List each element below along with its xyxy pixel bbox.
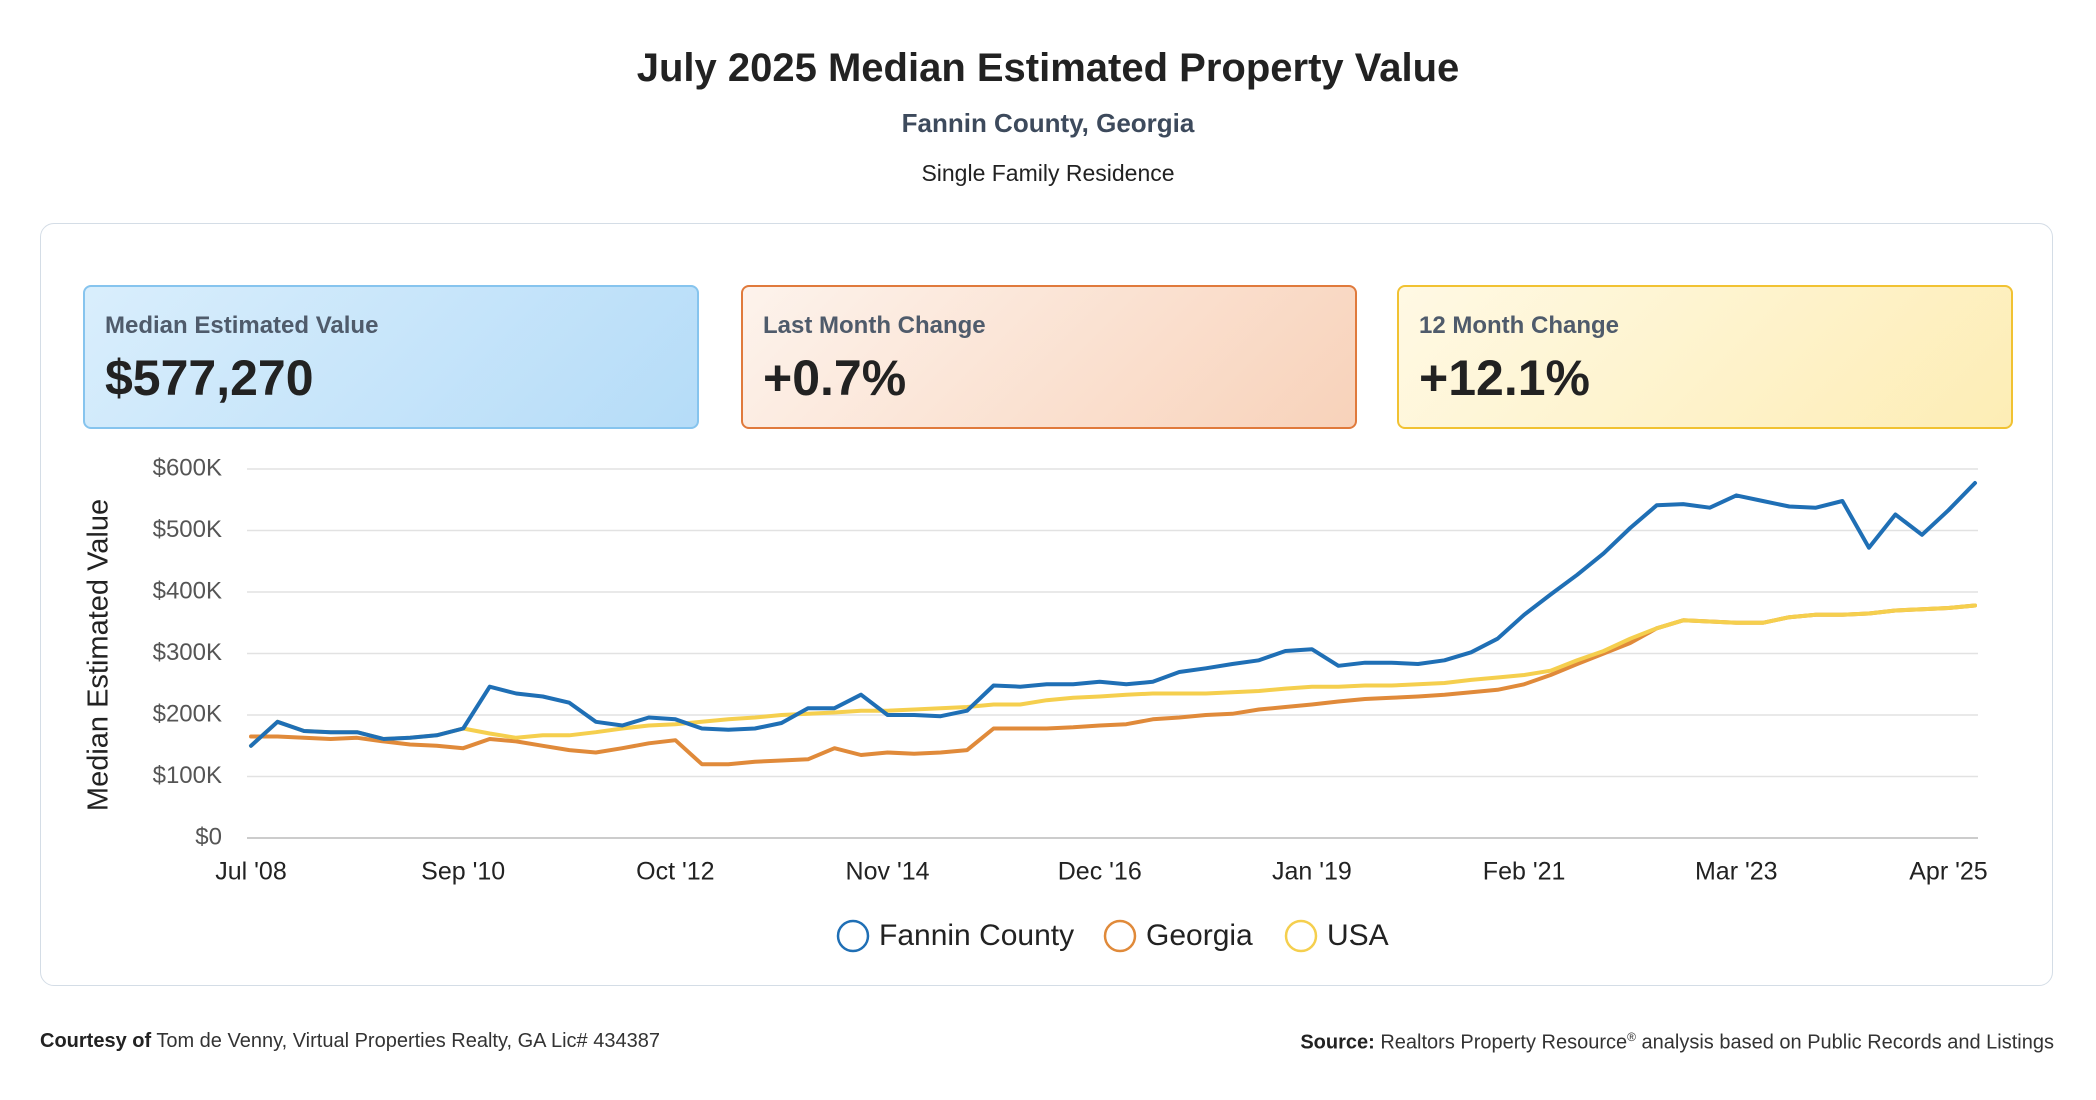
x-tick-label: Oct '12 [636,858,714,886]
y-axis-title: Median Estimated Value [83,499,115,811]
courtesy-label: Courtesy of [40,1030,152,1052]
legend-label: Georgia [1146,919,1253,952]
legend-marker [836,919,870,953]
source-label: Source: [1300,1031,1375,1054]
card-value: $577,270 [105,350,314,406]
source-text: analysis based on Public Records and Lis… [1641,1031,2054,1054]
page-title: July 2025 Median Estimated Property Valu… [636,46,1460,90]
source-mark: ® [1627,1030,1636,1044]
y-tick-label: $500K [153,516,222,543]
courtesy-text: Tom de Venny, Virtual Properties Realty,… [156,1030,660,1052]
series-line [249,603,1977,748]
x-tick-label: Mar '23 [1695,858,1778,886]
y-tick-label: $0 [195,823,222,850]
card-label: Last Month Change [763,312,986,339]
legend-marker [1284,919,1318,953]
x-tick-label: Nov '14 [846,858,930,886]
legend-label: USA [1327,919,1389,952]
y-tick-label: $100K [153,762,222,789]
x-tick-label: Sep '10 [421,858,505,886]
source-name: Realtors Property Resource [1380,1031,1628,1054]
legend-label: Fannin County [879,919,1074,952]
x-tick-label: Dec '16 [1058,858,1142,886]
x-tick-label: Feb '21 [1483,858,1566,886]
y-tick-label: $600K [153,454,222,481]
card-label: Median Estimated Value [105,312,379,339]
y-tick-label: $300K [153,639,222,666]
card-value: +12.1% [1419,350,1590,406]
x-tick-label: Jan '19 [1272,858,1352,886]
y-tick-label: $400K [153,577,222,604]
card-value: +0.7% [763,350,907,406]
page-note: Single Family Residence [921,160,1175,186]
card-label: 12 Month Change [1419,312,1620,339]
footer-source: Source: Realtors Property Resource® anal… [1300,1030,2054,1055]
x-tick-label: Apr '25 [1909,858,1987,886]
chart: Median Estimated Value $0 $100K $200K $300K… [83,454,1988,953]
stat-card: Last Month Change +0.7% [741,285,1357,429]
stat-card: 12 Month Change +12.1% [1397,285,2013,429]
page-subtitle: Fannin County, Georgia [901,108,1195,138]
series-line [249,481,1977,748]
stat-card: Median Estimated Value $577,270 [83,285,699,429]
footer-courtesy: Courtesy of Tom de Venny, Virtual Proper… [40,1030,660,1053]
y-tick-label: $200K [153,700,222,727]
legend-marker [1103,919,1137,953]
x-tick-label: Jul '08 [215,858,286,886]
chart-panel [40,223,2053,986]
